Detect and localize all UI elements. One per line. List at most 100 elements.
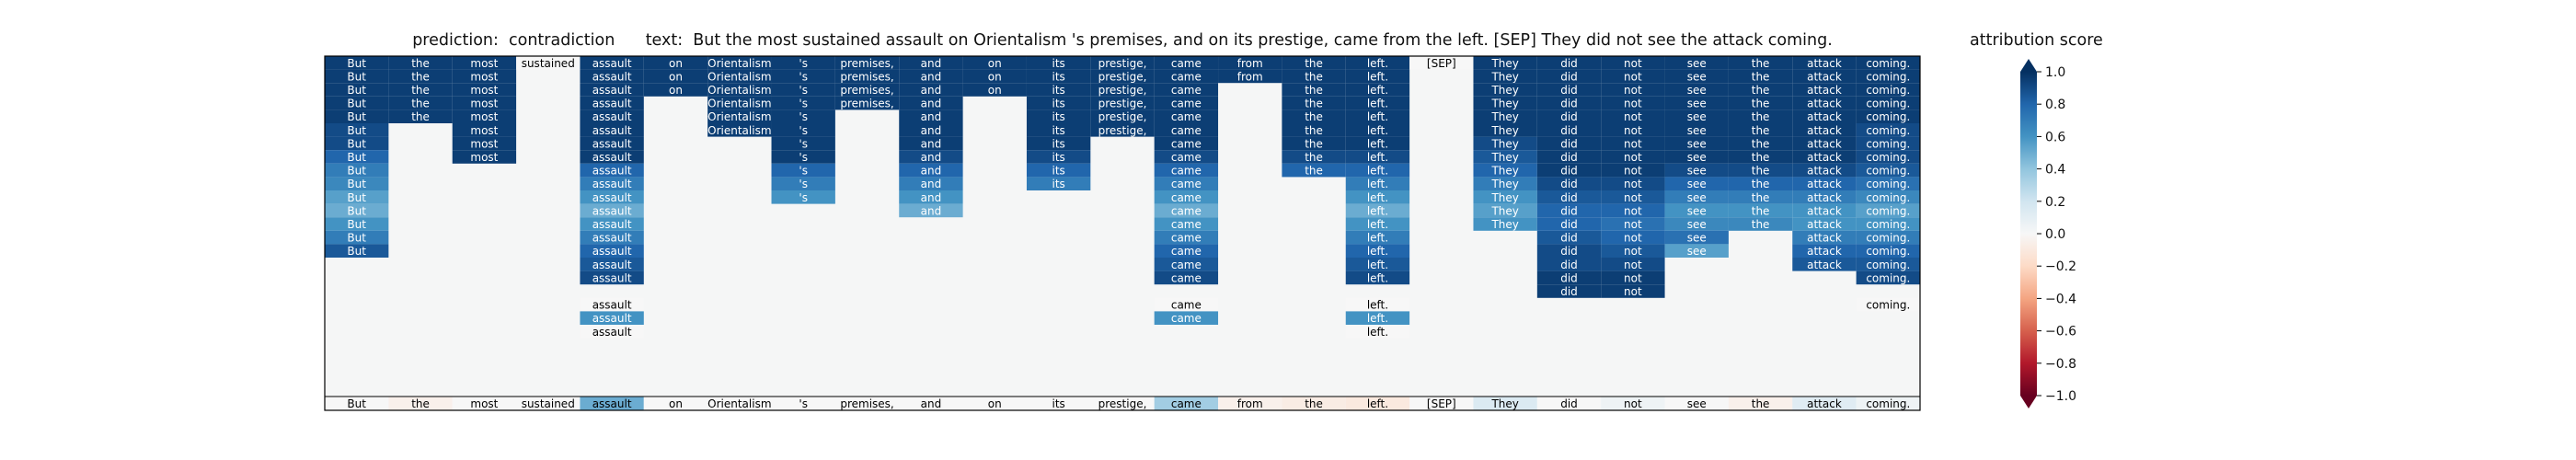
heatmap-cell-label: But (347, 57, 366, 70)
heatmap-cell-label: the (1752, 218, 1770, 231)
colorbar-title: attribution score (1970, 31, 2103, 50)
heatmap-cell (1026, 69, 1091, 84)
heatmap-cell (1154, 217, 1219, 231)
heatmap-cell (1728, 150, 1793, 164)
heatmap-cell (580, 311, 644, 325)
heatmap-cell (388, 69, 453, 84)
colorbar-tick-label: 0.6 (2045, 130, 2065, 144)
heatmap-cell (899, 190, 963, 204)
heatmap-cell (899, 203, 963, 218)
heatmap-cell-label: attack (1807, 165, 1842, 178)
heatmap-cell-label: came (1171, 218, 1202, 231)
heatmap-cell (325, 56, 389, 70)
heatmap-cell-labels: But the most sustained assault on Orientalism '… (347, 57, 1910, 410)
heatmap-cell-label: did (1560, 98, 1578, 110)
token-attribution-cell (1536, 397, 1602, 410)
heatmap-cell-label: see (1687, 191, 1707, 204)
heatmap-cell-label: They (1490, 191, 1518, 204)
heatmap-cell-label: But (347, 137, 366, 150)
heatmap-cell-label: [SEP] (1427, 57, 1456, 70)
heatmap-cell (1090, 96, 1155, 110)
heatmap-cell-label: the (1752, 204, 1770, 217)
heatmap-cell-label: the (1305, 110, 1323, 123)
token-attribution-cell (834, 397, 900, 410)
heatmap-cell (771, 109, 835, 123)
token-label: attack (1807, 397, 1842, 410)
heatmap-cell-label: They (1490, 137, 1518, 150)
token-label: the (411, 397, 430, 410)
heatmap-cell-label: on (669, 84, 683, 97)
heatmap-cell-label: most (470, 57, 498, 70)
heatmap-cell-label: left. (1367, 110, 1388, 123)
heatmap-cell (771, 56, 835, 70)
heatmap-cell-label: left. (1367, 57, 1388, 70)
token-attribution-cell (1218, 397, 1282, 410)
token-attribution-cell (325, 397, 389, 410)
heatmap-cell (1792, 177, 1857, 190)
heatmap-cell-label: see (1687, 110, 1707, 123)
heatmap-cell-label: assault (592, 57, 632, 70)
heatmap-cell (452, 56, 517, 70)
heatmap-cell (1792, 123, 1857, 137)
heatmap-cell-label: the (411, 57, 430, 70)
heatmap-cell (1409, 56, 1474, 70)
heatmap-cell-label: came (1171, 299, 1202, 312)
heatmap-cell (1856, 123, 1920, 137)
heatmap-cell-label: But (347, 70, 366, 83)
heatmap-cell (580, 258, 644, 271)
heatmap-cell (580, 297, 644, 312)
token-attribution-cell (1154, 397, 1219, 410)
heatmap-cell (1282, 109, 1346, 123)
heatmap-cell-label: not (1624, 218, 1642, 231)
heatmap-cell (1728, 163, 1793, 178)
heatmap-cell (1345, 217, 1410, 231)
heatmap-cell-label: the (1305, 124, 1323, 137)
heatmap-cell (1154, 244, 1219, 258)
heatmap-cell (1536, 284, 1602, 298)
heatmap-cell-label: prestige, (1098, 84, 1147, 97)
heatmap-cell-label: coming. (1866, 151, 1910, 164)
heatmap-cell-label: see (1687, 70, 1707, 83)
heatmap-cell (1473, 177, 1537, 190)
token-attribution-cell (771, 397, 835, 410)
heatmap-cell-label: They (1490, 84, 1518, 97)
heatmap-cell (1728, 190, 1793, 204)
heatmap-cell (1345, 163, 1410, 178)
heatmap-cell-label: attack (1807, 259, 1842, 271)
heatmap-cell (1601, 56, 1665, 70)
heatmap-cell-label: not (1624, 84, 1642, 97)
heatmap-cell-label: see (1687, 124, 1707, 137)
heatmap-cell (1792, 190, 1857, 204)
heatmap-cell-label: did (1560, 57, 1578, 70)
heatmap-cell (1154, 83, 1219, 97)
heatmap-cell (1154, 109, 1219, 123)
heatmap-cell (1154, 203, 1219, 218)
heatmap-cell (1345, 244, 1410, 258)
heatmap-cell (1664, 217, 1729, 231)
heatmap-cell-label: did (1560, 110, 1578, 123)
heatmap-cell-label: the (411, 110, 430, 123)
heatmap-cell-label: not (1624, 137, 1642, 150)
heatmap-cell-label: attack (1807, 232, 1842, 245)
heatmap-cell (1536, 123, 1602, 137)
heatmap-cell-label: came (1171, 232, 1202, 245)
heatmap-cell (1345, 297, 1410, 312)
heatmap-cell-label: left. (1367, 204, 1388, 217)
heatmap-cell (1473, 123, 1537, 137)
token-attribution-cell (516, 397, 581, 410)
heatmap-cell (899, 69, 963, 84)
heatmap-cell-label: came (1171, 110, 1202, 123)
heatmap-cell-label: most (470, 151, 498, 164)
token-label: assault (592, 397, 632, 410)
colorbar-extend-min (2020, 396, 2037, 408)
heatmap-cell (834, 83, 900, 97)
heatmap-cell (1856, 270, 1920, 285)
heatmap-cell (1728, 109, 1793, 123)
token-label: came (1171, 397, 1202, 410)
heatmap-cell-label: came (1171, 245, 1202, 258)
heatmap-cell (388, 83, 453, 97)
heatmap-cell-label: most (470, 98, 498, 110)
heatmap-cell (452, 123, 517, 137)
heatmap-cell-label: assault (592, 84, 632, 97)
